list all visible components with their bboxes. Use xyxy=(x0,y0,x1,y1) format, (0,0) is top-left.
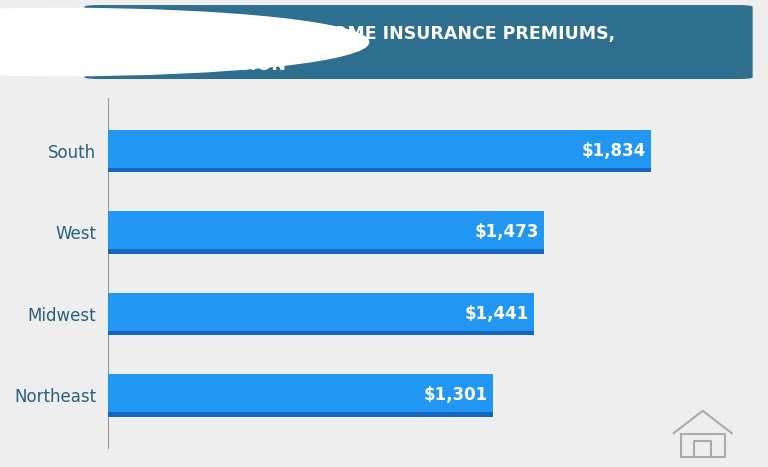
Bar xyxy=(108,331,535,335)
Text: BY U.S. REGION: BY U.S. REGION xyxy=(134,57,286,74)
Bar xyxy=(108,374,493,417)
Bar xyxy=(108,293,535,335)
Text: $1,834: $1,834 xyxy=(581,142,645,160)
Text: $1,301: $1,301 xyxy=(423,386,488,404)
Bar xyxy=(108,211,544,254)
Circle shape xyxy=(0,8,369,76)
Text: $1,441: $1,441 xyxy=(465,305,529,323)
Bar xyxy=(108,249,544,254)
Text: $1,473: $1,473 xyxy=(474,224,538,241)
Bar xyxy=(108,412,493,417)
FancyBboxPatch shape xyxy=(84,5,753,79)
Text: AVERAGE ANNUAL HOME INSURANCE PREMIUMS,: AVERAGE ANNUAL HOME INSURANCE PREMIUMS, xyxy=(134,25,615,43)
Bar xyxy=(108,168,650,172)
Bar xyxy=(108,130,650,172)
